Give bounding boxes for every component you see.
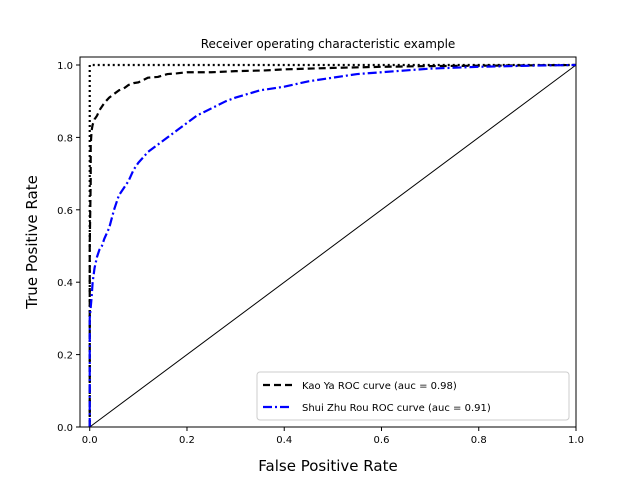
- axes-frame: [79, 56, 577, 428]
- y-tick-label: 1.0: [57, 61, 73, 72]
- x-axis-label: False Positive Rate: [258, 457, 397, 475]
- y-tick-label: 0.4: [57, 278, 73, 289]
- y-tick-label: 0.0: [57, 423, 73, 434]
- series-line-1: [88, 63, 577, 427]
- x-tick-label: 0.0: [82, 435, 98, 446]
- y-tick-label: 0.2: [57, 351, 73, 362]
- x-tick-label: 0.6: [374, 435, 390, 446]
- series-layer: [88, 63, 577, 428]
- reference-line-diagonal: [89, 64, 577, 428]
- x-tick-label: 0.4: [276, 435, 292, 446]
- x-tick-label: 1.0: [568, 435, 584, 446]
- x-tick-label: 0.8: [471, 435, 487, 446]
- legend: Kao Ya ROC curve (auc = 0.98) Shui Zhu R…: [256, 371, 570, 421]
- legend-label-shui-zhu-rou: Shui Zhu Rou ROC curve (auc = 0.91): [302, 403, 491, 414]
- plot-area: [79, 56, 577, 428]
- x-axis-ticks: 0.0 0.2 0.4 0.6 0.8 1.0: [82, 427, 584, 446]
- series-line-0: [88, 63, 577, 427]
- y-tick-label: 0.6: [57, 206, 73, 217]
- y-axis-label: True Positive Rate: [23, 175, 41, 310]
- chart-title: Receiver operating characteristic exampl…: [201, 37, 456, 51]
- y-tick-label: 0.8: [57, 133, 73, 144]
- y-axis-ticks: 0.0 0.2 0.4 0.6 0.8 1.0: [57, 61, 80, 434]
- x-tick-label: 0.2: [179, 435, 195, 446]
- legend-label-kao-ya: Kao Ya ROC curve (auc = 0.98): [302, 381, 457, 392]
- legend-box: [256, 371, 570, 421]
